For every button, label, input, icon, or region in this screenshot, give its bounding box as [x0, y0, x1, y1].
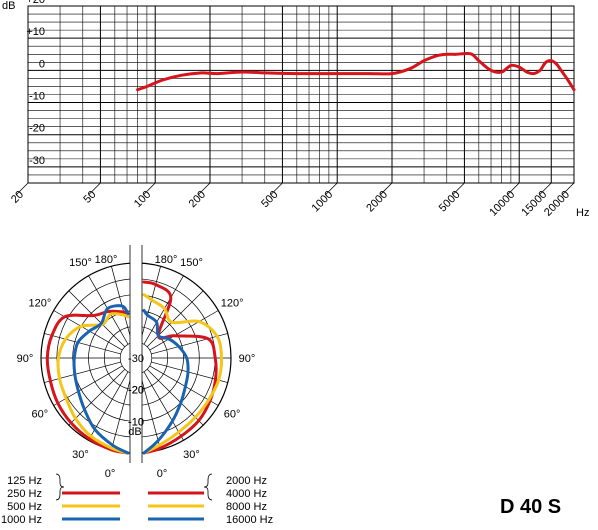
plot-frame [27, 5, 575, 184]
x-tick-label: 500 [259, 189, 280, 210]
polar-series-line [142, 309, 190, 455]
polar-spoke [149, 310, 219, 351]
angle-label: 90° [239, 353, 256, 365]
legend-brace [203, 473, 213, 501]
radial-tick-label: -10 [128, 416, 144, 428]
legend-label-left: 500 Hz [7, 501, 42, 513]
legend-label-left: 125 Hz [7, 475, 42, 487]
polar-spoke [44, 333, 121, 355]
y-tick-label: -30 [29, 155, 45, 167]
x-tick-label: 100 [132, 189, 153, 210]
x-tick-label: 10000 [487, 189, 517, 219]
y-tick-label: -20 [29, 123, 45, 135]
x-tick-mark [561, 182, 575, 196]
y-tick-label: -10 [29, 91, 45, 103]
x-tick-mark [142, 182, 156, 196]
center-strip [130, 245, 142, 471]
x-tick-label: 5000 [437, 189, 463, 215]
y-tick-label: +20 [26, 0, 45, 6]
angle-label: 150° [69, 257, 92, 269]
x-tick-label: 200 [187, 189, 208, 210]
angle-label: 60° [224, 409, 241, 421]
angle-label: 120° [221, 298, 244, 310]
polar-spoke [111, 373, 133, 450]
polar-series-line [56, 312, 130, 455]
frequency-ticks: +20 +10 0 -10 -20 -30 20 50 100 200 500 1000 2000 500… [9, 0, 575, 219]
frequency-grid [27, 5, 575, 184]
x-tick-mark [452, 182, 465, 196]
x-tick-mark [506, 182, 520, 196]
legend-label-left: 1000 Hz [1, 514, 42, 526]
polar-pattern-chart: 0° 0°30° 30°60° 60°90° 90°120° 120°150° 150°18… [17, 245, 256, 480]
x-tick-mark [197, 182, 211, 196]
polar-spoke [44, 361, 121, 383]
polar-labels: 0° 0°30° 30°60° 60°90° 90°120° 120°150° 150°18… [17, 254, 256, 480]
angle-label: 180° [155, 254, 178, 266]
legend-label-left: 250 Hz [7, 488, 42, 500]
x-tick-mark [538, 182, 552, 196]
y-tick-label: +10 [26, 26, 45, 38]
angle-label: 150° [180, 257, 203, 269]
legend-brace [55, 473, 65, 501]
polar-series-line [72, 304, 130, 455]
polar-spoke [151, 333, 228, 355]
angle-label: 0° [157, 468, 168, 480]
y-tick-label: 0 [39, 58, 45, 70]
angle-label: 30° [72, 449, 89, 461]
x-tick-mark [324, 182, 338, 196]
polar-spoke [143, 371, 184, 441]
polar-spoke [146, 368, 204, 426]
radial-tick-label: -20 [128, 385, 144, 397]
radial-tick-label: -20 [128, 385, 144, 397]
radial-tick-label: -10 [128, 416, 144, 428]
polar-spoke [68, 368, 126, 426]
x-axis-label: Hz [576, 207, 589, 219]
frequency-curve [136, 52, 576, 92]
x-tick-label: 50 [81, 189, 98, 206]
legend-label-right: 16000 Hz [226, 514, 273, 526]
x-tick-label: 20 [9, 189, 26, 206]
polar-series-line [142, 293, 224, 455]
x-tick-mark [88, 182, 101, 196]
polar-spoke [139, 373, 161, 450]
frequency-response-chart: +20 +10 0 -10 -20 -30 20 50 100 200 500 1000 2000 500… [2, 0, 589, 219]
polar-spoke [139, 266, 161, 343]
polar-series-line [45, 309, 130, 455]
angle-label: 0° [105, 468, 116, 480]
angle-label: 60° [32, 409, 49, 421]
x-tick-mark [270, 182, 283, 196]
polar-curves [45, 280, 224, 455]
radial-tick-label: -30 [128, 353, 144, 365]
angle-label: 30° [183, 449, 200, 461]
polar-spoke [68, 290, 126, 348]
legend-label-right: 8000 Hz [226, 501, 267, 513]
legend-label-right: 4000 Hz [226, 488, 267, 500]
y-axis-label: dB [2, 0, 15, 12]
x-tick-mark [15, 182, 29, 196]
angle-label: 90° [17, 353, 34, 365]
model-label: D 40 S [500, 496, 562, 518]
polar-units-label: dB [128, 426, 141, 438]
x-tick-label: 20000 [542, 189, 572, 219]
legend-label-right: 2000 Hz [226, 475, 267, 487]
x-tick-label: 1000 [310, 189, 336, 215]
angle-label: 120° [28, 298, 51, 310]
polar-spoke [149, 365, 219, 406]
series-line [136, 52, 576, 92]
polar-spoke [146, 290, 204, 348]
angle-label: 180° [95, 254, 118, 266]
x-tick-mark [379, 182, 393, 196]
x-tick-label: 2000 [364, 189, 390, 215]
polar-series-line [142, 280, 218, 455]
